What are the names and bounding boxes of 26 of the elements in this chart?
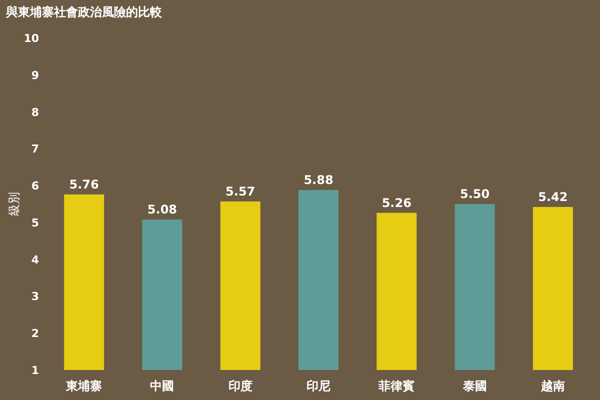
y-tick-label: 1 xyxy=(31,364,39,377)
data-label: 5.76 xyxy=(69,177,99,192)
x-tick-label: 泰國 xyxy=(462,379,487,393)
y-tick-label: 5 xyxy=(31,216,39,230)
y-tick-label: 10 xyxy=(24,32,40,45)
x-tick-label: 印度 xyxy=(228,379,252,393)
x-tick-label: 東埔寨 xyxy=(65,379,102,393)
x-tick-label: 菲律賓 xyxy=(378,379,415,393)
data-label: 5.88 xyxy=(304,172,334,187)
y-tick-label: 6 xyxy=(31,180,40,193)
data-label: 5.26 xyxy=(382,196,412,210)
chart-title: 與東埔寨社會政治風險的比較 xyxy=(5,5,163,19)
y-axis-title: 級別 xyxy=(7,192,21,216)
x-tick-label: 印尼 xyxy=(306,379,330,393)
y-tick-label: 9 xyxy=(31,68,39,82)
y-tick-label: 8 xyxy=(31,106,39,119)
data-label: 5.57 xyxy=(226,184,256,198)
y-tick-label: 2 xyxy=(31,327,39,340)
y-tick-label: 4 xyxy=(31,253,40,266)
x-tick-label: 中國 xyxy=(150,379,174,393)
x-tick-label: 越南 xyxy=(540,379,565,393)
y-tick-label: 3 xyxy=(31,290,39,304)
data-label: 5.08 xyxy=(147,202,178,216)
data-label: 5.42 xyxy=(538,190,568,204)
data-label: 5.50 xyxy=(460,187,490,201)
y-tick-label: 7 xyxy=(31,142,39,156)
